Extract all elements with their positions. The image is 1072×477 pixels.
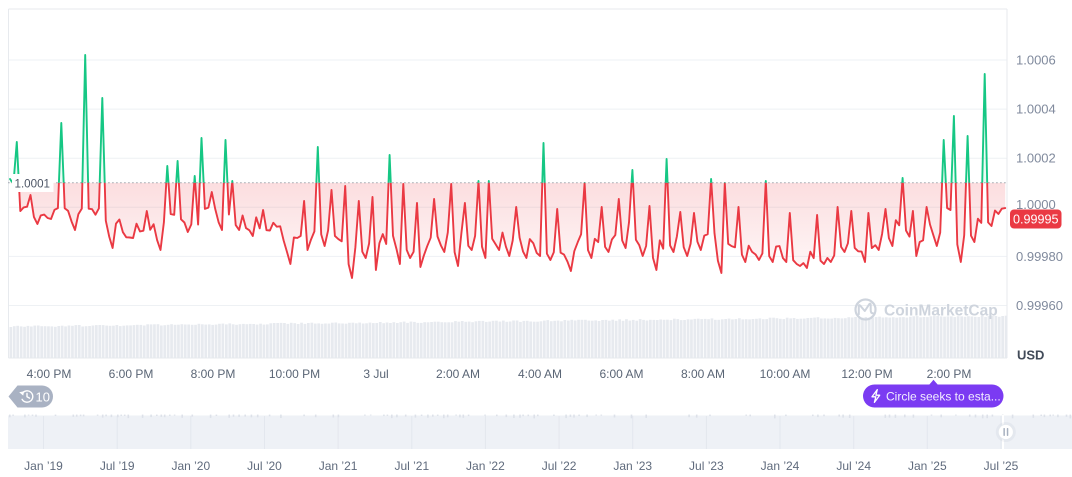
svg-text:1.0006: 1.0006	[1016, 53, 1056, 68]
svg-text:12:00 PM: 12:00 PM	[841, 367, 892, 381]
svg-text:4:00 PM: 4:00 PM	[27, 367, 72, 381]
svg-text:Jul ’20: Jul ’20	[247, 459, 282, 473]
svg-text:Circle seeks to esta...: Circle seeks to esta...	[886, 389, 1001, 403]
svg-text:2:00 PM: 2:00 PM	[927, 367, 972, 381]
svg-text:1.0000: 1.0000	[1016, 197, 1056, 212]
svg-text:Jul ’23: Jul ’23	[689, 459, 724, 473]
svg-text:0.99980: 0.99980	[1016, 249, 1063, 264]
svg-text:6:00 AM: 6:00 AM	[599, 367, 643, 381]
svg-text:10:00 AM: 10:00 AM	[760, 367, 811, 381]
svg-text:8:00 AM: 8:00 AM	[681, 367, 725, 381]
svg-text:Jul ’21: Jul ’21	[394, 459, 429, 473]
svg-text:Jul ’25: Jul ’25	[984, 459, 1019, 473]
svg-text:8:00 PM: 8:00 PM	[191, 367, 236, 381]
svg-text:Jul ’19: Jul ’19	[100, 459, 135, 473]
svg-text:1.0004: 1.0004	[1016, 102, 1056, 117]
svg-text:3 Jul: 3 Jul	[363, 367, 388, 381]
svg-text:10:00 PM: 10:00 PM	[269, 367, 320, 381]
svg-text:0.99995: 0.99995	[1013, 212, 1059, 226]
svg-text:Jul ’22: Jul ’22	[542, 459, 577, 473]
svg-text:Jan ’25: Jan ’25	[908, 459, 947, 473]
svg-text:Jan ’22: Jan ’22	[466, 459, 505, 473]
svg-text:1.0002: 1.0002	[1016, 151, 1056, 166]
svg-text:Jan ’23: Jan ’23	[613, 459, 652, 473]
svg-text:4:00 AM: 4:00 AM	[518, 367, 562, 381]
svg-text:Jan ’24: Jan ’24	[761, 459, 800, 473]
svg-text:Jul ’24: Jul ’24	[836, 459, 871, 473]
svg-text:Jan ’21: Jan ’21	[319, 459, 358, 473]
svg-text:Jan ’19: Jan ’19	[24, 459, 63, 473]
svg-text:6:00 PM: 6:00 PM	[109, 367, 154, 381]
svg-text:Jan ’20: Jan ’20	[171, 459, 210, 473]
svg-text:2:00 AM: 2:00 AM	[436, 367, 480, 381]
svg-text:CoinMarketCap: CoinMarketCap	[884, 303, 998, 320]
svg-text:10: 10	[36, 389, 50, 404]
svg-text:USD: USD	[1017, 348, 1044, 363]
svg-text:0.99960: 0.99960	[1016, 298, 1063, 313]
svg-text:1.0001: 1.0001	[15, 177, 50, 190]
